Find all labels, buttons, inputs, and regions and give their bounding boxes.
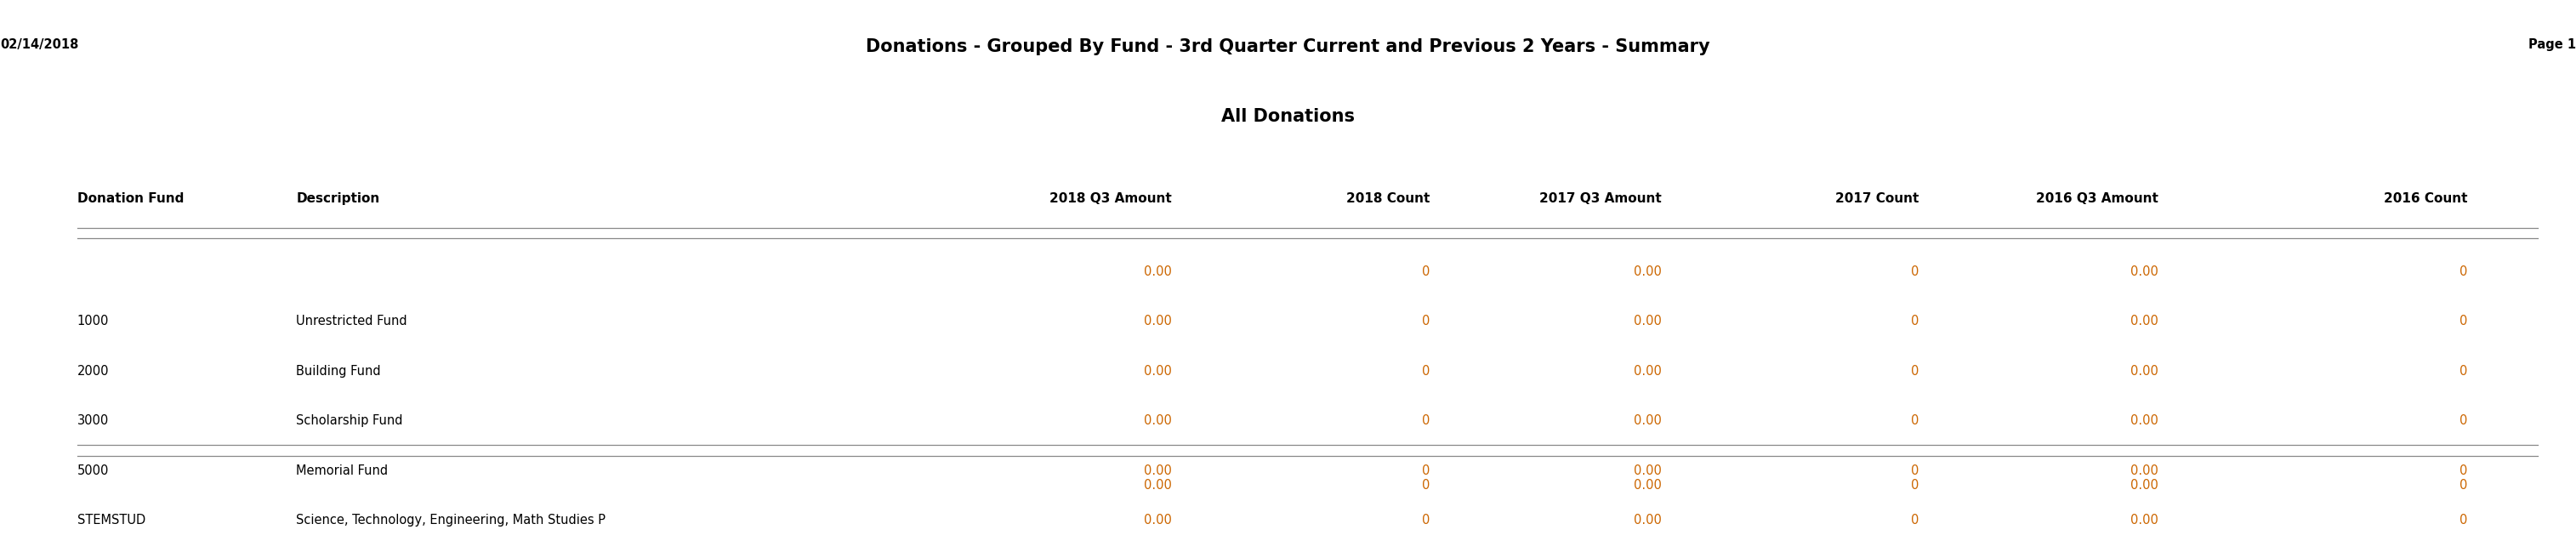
Text: 0.00: 0.00	[1633, 365, 1662, 378]
Text: 0.00: 0.00	[2130, 479, 2159, 492]
Text: 0: 0	[1911, 414, 1919, 427]
Text: Page 1: Page 1	[2527, 38, 2576, 51]
Text: 0.00: 0.00	[1633, 414, 1662, 427]
Text: 2016 Count: 2016 Count	[2383, 192, 2468, 205]
Text: 0.00: 0.00	[1144, 464, 1172, 477]
Text: 0.00: 0.00	[2130, 315, 2159, 328]
Text: 0.00: 0.00	[1633, 514, 1662, 527]
Text: 0: 0	[1911, 315, 1919, 328]
Text: 3000: 3000	[77, 414, 108, 427]
Text: 0: 0	[2460, 365, 2468, 378]
Text: Description: Description	[296, 192, 379, 205]
Text: 0: 0	[2460, 265, 2468, 278]
Text: 1000: 1000	[77, 315, 108, 328]
Text: 0.00: 0.00	[1144, 479, 1172, 492]
Text: 0: 0	[2460, 315, 2468, 328]
Text: 0: 0	[1911, 365, 1919, 378]
Text: All Donations: All Donations	[1221, 108, 1355, 125]
Text: 0.00: 0.00	[1144, 514, 1172, 527]
Text: Memorial Fund: Memorial Fund	[296, 464, 389, 477]
Text: 0: 0	[2460, 479, 2468, 492]
Text: 0.00: 0.00	[2130, 365, 2159, 378]
Text: 0.00: 0.00	[2130, 514, 2159, 527]
Text: 0: 0	[1422, 265, 1430, 278]
Text: 0: 0	[1911, 479, 1919, 492]
Text: 2017 Count: 2017 Count	[1837, 192, 1919, 205]
Text: 0.00: 0.00	[1633, 479, 1662, 492]
Text: 0.00: 0.00	[1633, 464, 1662, 477]
Text: STEMSTUD: STEMSTUD	[77, 514, 144, 527]
Text: 2000: 2000	[77, 365, 108, 378]
Text: 0: 0	[2460, 514, 2468, 527]
Text: 0: 0	[2460, 464, 2468, 477]
Text: Donation Fund: Donation Fund	[77, 192, 183, 205]
Text: 02/14/2018: 02/14/2018	[0, 38, 77, 51]
Text: Unrestricted Fund: Unrestricted Fund	[296, 315, 407, 328]
Text: 0.00: 0.00	[1144, 315, 1172, 328]
Text: 0: 0	[1911, 514, 1919, 527]
Text: Donations - Grouped By Fund - 3rd Quarter Current and Previous 2 Years - Summary: Donations - Grouped By Fund - 3rd Quarte…	[866, 38, 1710, 55]
Text: 0: 0	[1422, 414, 1430, 427]
Text: 0: 0	[1422, 514, 1430, 527]
Text: 2016 Q3 Amount: 2016 Q3 Amount	[2038, 192, 2159, 205]
Text: 0.00: 0.00	[2130, 414, 2159, 427]
Text: 0: 0	[1422, 479, 1430, 492]
Text: 0: 0	[1911, 265, 1919, 278]
Text: 0.00: 0.00	[1633, 315, 1662, 328]
Text: 0: 0	[1422, 365, 1430, 378]
Text: 5000: 5000	[77, 464, 108, 477]
Text: 0: 0	[1422, 315, 1430, 328]
Text: 0.00: 0.00	[1144, 365, 1172, 378]
Text: Scholarship Fund: Scholarship Fund	[296, 414, 402, 427]
Text: 2017 Q3 Amount: 2017 Q3 Amount	[1540, 192, 1662, 205]
Text: 2018 Count: 2018 Count	[1347, 192, 1430, 205]
Text: 0.00: 0.00	[1144, 414, 1172, 427]
Text: 0: 0	[1422, 464, 1430, 477]
Text: 0: 0	[2460, 414, 2468, 427]
Text: 0.00: 0.00	[1633, 265, 1662, 278]
Text: 2018 Q3 Amount: 2018 Q3 Amount	[1051, 192, 1172, 205]
Text: 0: 0	[1911, 464, 1919, 477]
Text: 0.00: 0.00	[2130, 464, 2159, 477]
Text: 0.00: 0.00	[2130, 265, 2159, 278]
Text: Science, Technology, Engineering, Math Studies P: Science, Technology, Engineering, Math S…	[296, 514, 605, 527]
Text: 0.00: 0.00	[1144, 265, 1172, 278]
Text: Building Fund: Building Fund	[296, 365, 381, 378]
